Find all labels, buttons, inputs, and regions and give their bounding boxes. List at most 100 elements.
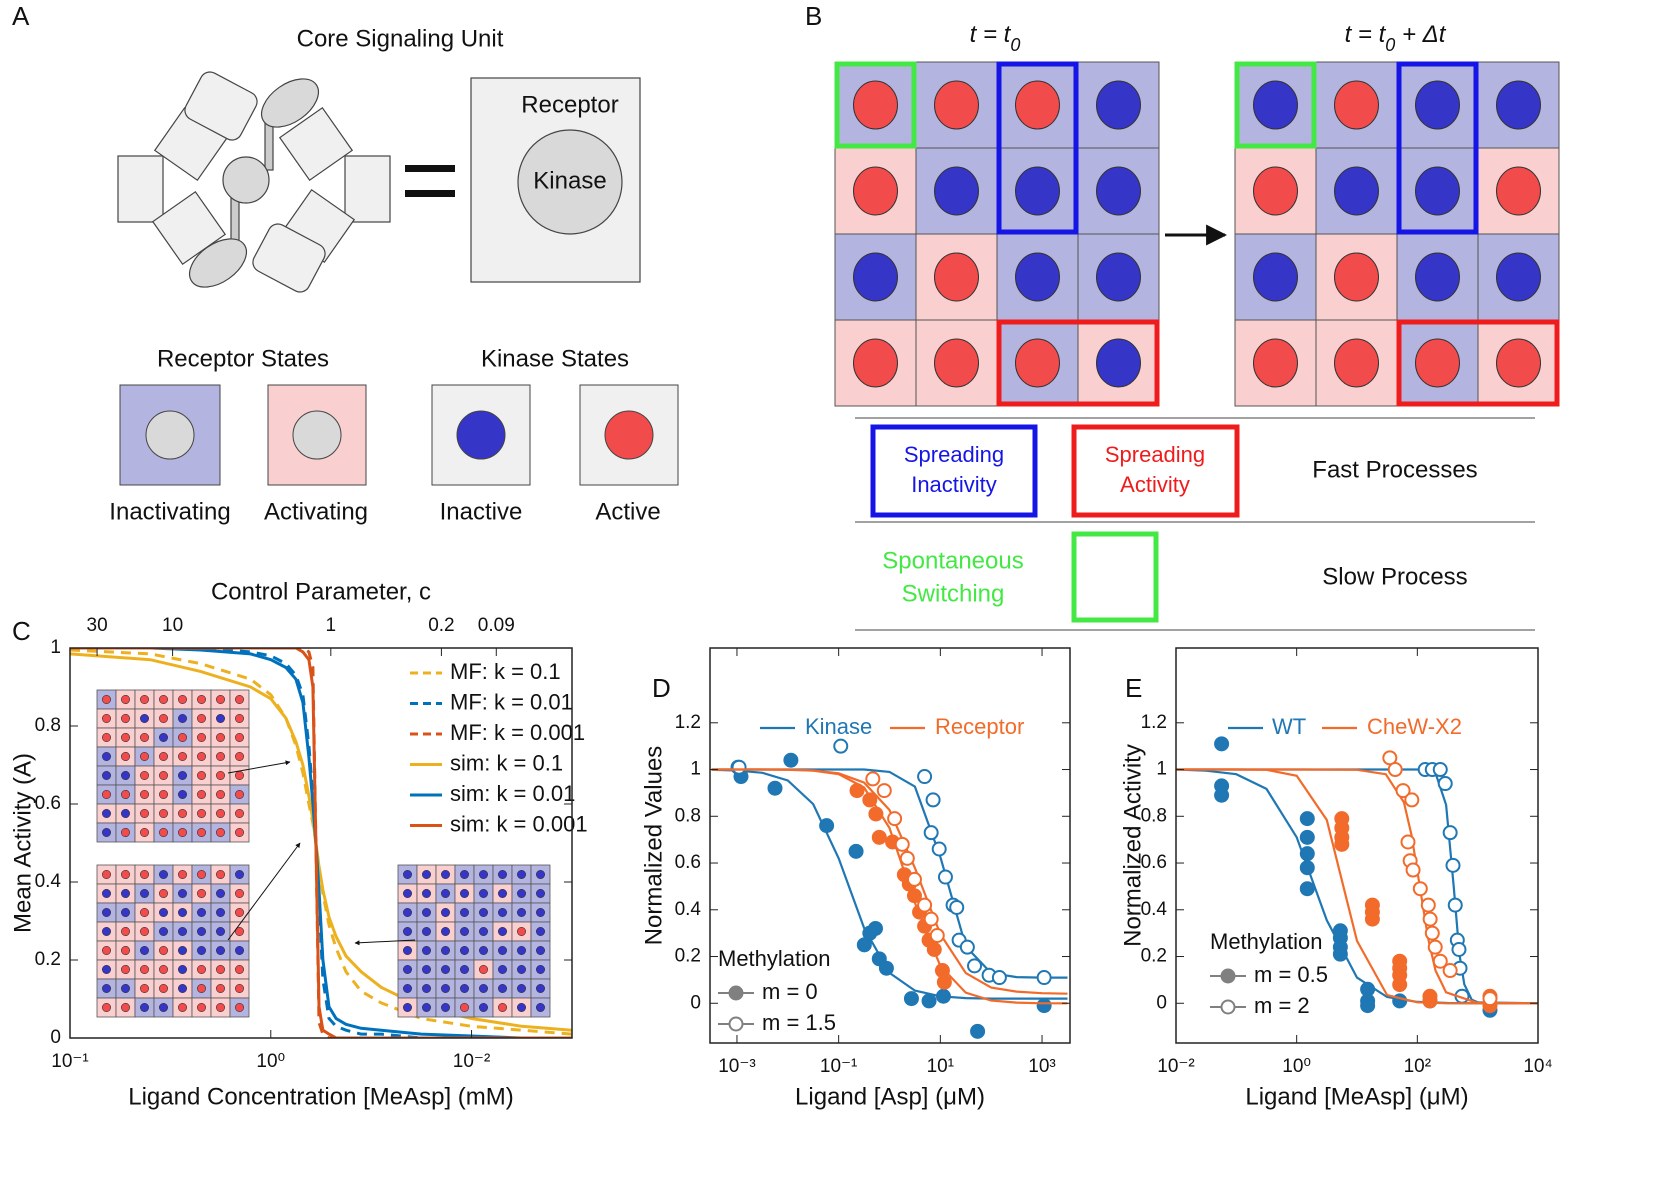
inset-dot — [159, 945, 169, 955]
inset-dot — [216, 751, 226, 761]
inset-dot — [497, 945, 507, 955]
panel-title: Core Signaling Unit — [297, 25, 504, 52]
inset-dot — [421, 926, 431, 936]
data-point — [1405, 862, 1421, 878]
legend-label: m = 0 — [762, 979, 818, 1004]
inset-dot — [102, 713, 112, 723]
kinase-center — [222, 156, 270, 204]
highlight — [996, 319, 1160, 407]
kinase-dot — [1253, 338, 1298, 388]
equals — [405, 165, 455, 172]
legend-title: Methylation — [718, 946, 831, 971]
inset-dot — [159, 694, 169, 704]
panel-letter: E — [1125, 673, 1142, 703]
data-point — [970, 1023, 986, 1039]
inset-dot — [478, 888, 488, 898]
inset-dot — [178, 770, 188, 780]
data-point — [862, 792, 878, 808]
inset-dot — [235, 869, 245, 879]
inset-dot — [178, 983, 188, 993]
data-point — [923, 911, 939, 927]
y-tick-label: 0.6 — [35, 793, 61, 814]
inset-dot — [197, 907, 207, 917]
inset-dot — [159, 964, 169, 974]
data-point — [1422, 993, 1438, 1009]
inset-dot — [197, 789, 207, 799]
legend-marker — [728, 1016, 744, 1032]
plot-area — [711, 738, 1068, 1039]
legend-label: sim: k = 0.001 — [450, 811, 588, 836]
time-text: t = t — [1345, 21, 1387, 48]
inset-dot — [216, 808, 226, 818]
data-point — [1427, 939, 1443, 955]
inset-dot — [121, 770, 131, 780]
inset-dot — [235, 983, 245, 993]
inset-dot — [216, 964, 226, 974]
data-point — [876, 783, 892, 799]
x2-tick-label: 30 — [87, 615, 108, 636]
data-point — [849, 783, 865, 799]
data-point — [967, 958, 983, 974]
inset-dot — [197, 751, 207, 761]
kinase-dot — [853, 80, 898, 130]
inset-dot — [140, 732, 150, 742]
inset-dot — [478, 964, 488, 974]
inset-dot — [216, 827, 226, 837]
y-axis-label: Normalized Activity — [1119, 744, 1146, 947]
inset-dot — [516, 983, 526, 993]
fit-curve — [1176, 768, 1538, 1005]
kinase-dot — [1496, 338, 1541, 388]
data-point — [929, 927, 945, 943]
data-point — [906, 888, 922, 904]
data-point — [1299, 829, 1315, 845]
equals — [405, 190, 455, 197]
inset-dot — [535, 945, 545, 955]
lattices — [834, 61, 1560, 407]
data-point — [926, 942, 942, 958]
inset-dot — [535, 907, 545, 917]
kinase-dot — [1415, 338, 1460, 388]
inset-dot — [402, 869, 412, 879]
inset-dot — [459, 945, 469, 955]
kinase-circle — [517, 129, 623, 235]
y-tick-label: 1.2 — [1141, 712, 1167, 733]
data-point — [1214, 736, 1230, 752]
inset-dot — [197, 694, 207, 704]
inset-dot — [235, 732, 245, 742]
inset-dot — [478, 926, 488, 936]
legend-label: WT — [1272, 714, 1306, 739]
inset-dot — [197, 888, 207, 898]
inset-dot — [402, 907, 412, 917]
inset-dot — [140, 907, 150, 917]
kinase-dot — [1415, 252, 1460, 302]
data-point — [991, 970, 1007, 986]
inset-dot — [159, 770, 169, 780]
inset-dot — [102, 808, 112, 818]
legend-box — [1071, 424, 1240, 518]
inset-dot — [159, 827, 169, 837]
inset-dot — [102, 751, 112, 761]
inset-dot — [140, 827, 150, 837]
y-tick-label: 0.8 — [35, 715, 61, 736]
data-point — [856, 937, 872, 953]
fit-curve — [1176, 768, 1538, 1005]
inset-dot — [516, 945, 526, 955]
legend-label: Receptor — [935, 714, 1024, 739]
data-point — [1445, 857, 1461, 873]
inset-dot — [178, 926, 188, 936]
y-tick-label: 0.4 — [35, 871, 62, 892]
data-point — [1299, 860, 1315, 876]
legend-marker — [728, 985, 744, 1001]
inset-dot — [140, 713, 150, 723]
inset-dot — [178, 888, 188, 898]
inset-dot — [140, 770, 150, 780]
data-point — [1400, 834, 1416, 850]
data-point — [1395, 783, 1411, 799]
inset-arrow — [227, 842, 301, 941]
inset-dot — [235, 907, 245, 917]
inset-dot — [478, 945, 488, 955]
inset-dot — [121, 983, 131, 993]
y-tick-label: 0 — [1156, 992, 1167, 1013]
